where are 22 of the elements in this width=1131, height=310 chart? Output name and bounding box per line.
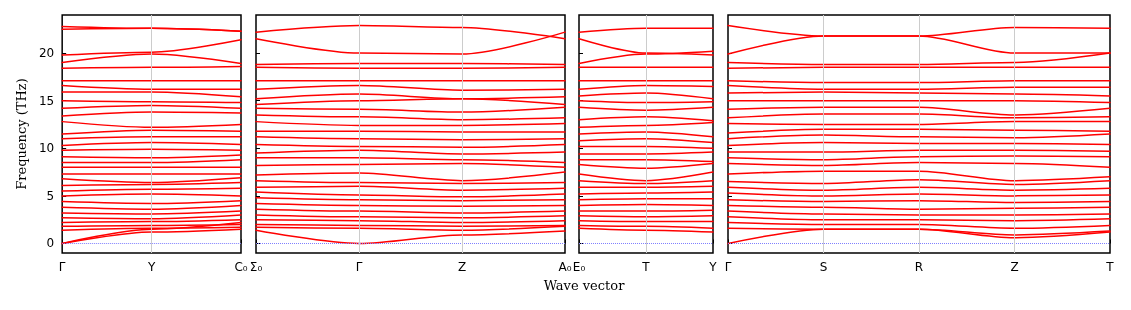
y-tick-label: 0: [46, 236, 55, 251]
x-tick-label: Γ: [355, 260, 363, 274]
x-tick-label: Y: [146, 260, 156, 274]
y-tick-label: 15: [38, 93, 55, 108]
x-tick-label: Γ: [724, 260, 732, 274]
x-tick-label: C₀: [234, 260, 248, 274]
x-tick-label: Γ: [58, 260, 66, 274]
x-tick-label: E₀: [572, 260, 586, 274]
y-tick-label: 10: [38, 141, 55, 156]
x-tick-label: Σ₀: [249, 260, 263, 274]
x-tick-label: T: [641, 260, 651, 274]
x-tick-label: Y: [708, 260, 718, 274]
x-tick-label: Z: [1010, 260, 1019, 274]
x-tick-label: A₀: [558, 260, 572, 274]
x-tick-label: S: [819, 260, 828, 274]
y-axis-title: Frequency (THz): [14, 78, 29, 190]
x-tick-label: R: [914, 260, 924, 274]
x-tick-label: T: [1105, 260, 1115, 274]
x-axis-title: Wave vector: [542, 278, 626, 293]
x-tick-label: Z: [457, 260, 467, 274]
y-tick-label: 5: [46, 188, 55, 203]
y-tick-label: 20: [38, 46, 55, 61]
